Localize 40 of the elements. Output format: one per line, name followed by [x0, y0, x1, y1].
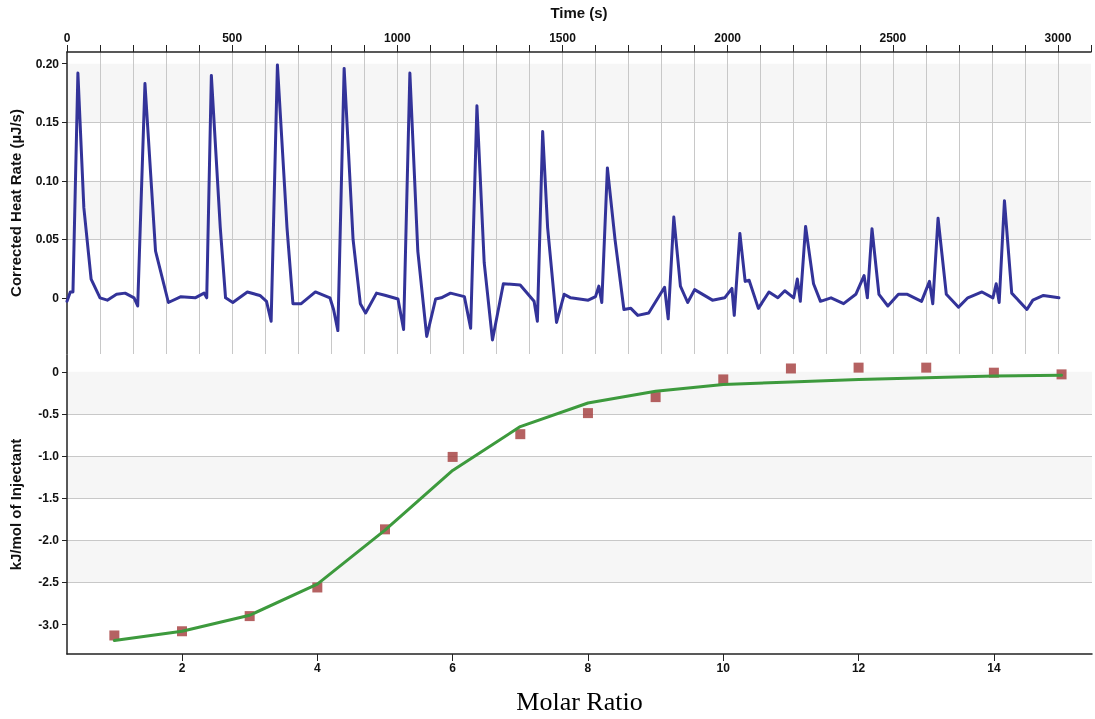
x-tick-label: 3000 — [1044, 31, 1072, 45]
x-tick-label: 10 — [716, 661, 731, 675]
y-tick-label: -2.0 — [38, 533, 60, 548]
x-tick-label: 500 — [222, 31, 243, 45]
y-tick-label: 0.10 — [35, 173, 60, 188]
point — [447, 451, 458, 462]
point — [718, 374, 729, 385]
y-tick-label: 0.15 — [35, 115, 60, 130]
point — [921, 362, 932, 373]
x-tick-label: 1000 — [383, 31, 411, 45]
x-tick-label: 2500 — [879, 31, 907, 45]
point — [582, 408, 593, 419]
point — [785, 363, 796, 374]
x-tick-label: 8 — [584, 661, 592, 675]
y-tick-label: -1.0 — [38, 449, 60, 464]
y-tick-label: -3.0 — [38, 617, 60, 632]
x-tick-label: 1500 — [549, 31, 577, 45]
y-tick-label: 0 — [52, 290, 60, 305]
x-tick-label: 6 — [449, 661, 457, 675]
y-tick-label: -1.5 — [38, 491, 60, 506]
y-tick-label: -2.5 — [38, 575, 60, 590]
x-axis-title: Time (s) — [550, 4, 608, 21]
x-axis-title: Molar Ratio — [516, 686, 643, 716]
x-tick-label: 14 — [987, 661, 1001, 675]
point — [650, 392, 661, 403]
point — [109, 630, 120, 641]
y-axis-title: Corrected Heat Rate (µJ/s) — [7, 109, 24, 297]
y-axis-title: kJ/mol of Injectant — [7, 438, 24, 571]
point — [853, 362, 864, 373]
y-tick-label: 0.20 — [35, 56, 60, 71]
x-tick-label: 0 — [63, 31, 71, 45]
y-tick-label: 0 — [52, 364, 60, 379]
y-tick-label: -0.5 — [38, 406, 60, 421]
x-tick-label: 4 — [313, 661, 321, 675]
x-tick-label: 2000 — [714, 31, 742, 45]
x-tick-label: 12 — [851, 661, 866, 675]
point — [515, 429, 526, 440]
x-tick-label: 2 — [178, 661, 186, 675]
y-tick-label: 0.05 — [35, 232, 60, 247]
line-series — [65, 63, 1061, 342]
